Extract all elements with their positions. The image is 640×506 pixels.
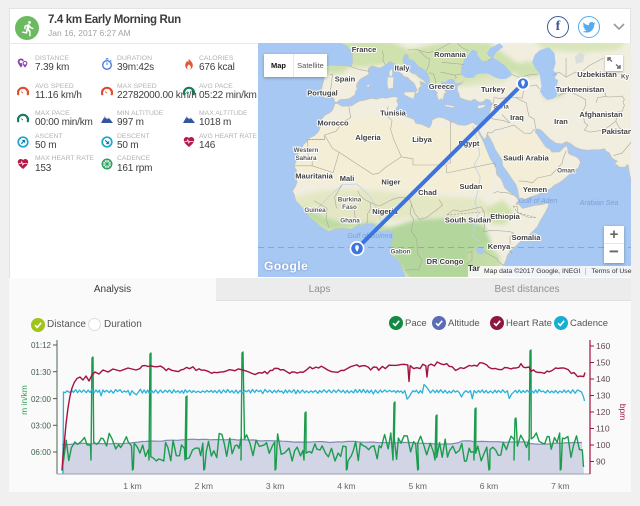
svg-text:DR Congo: DR Congo bbox=[427, 257, 464, 266]
svg-text:03:00: 03:00 bbox=[31, 422, 52, 431]
svg-text:bpm: bpm bbox=[618, 404, 628, 421]
svg-text:Morocco: Morocco bbox=[317, 119, 349, 128]
svg-text:Burkina: Burkina bbox=[338, 197, 362, 204]
svg-text:150: 150 bbox=[596, 358, 610, 368]
svg-text:Italy: Italy bbox=[394, 64, 410, 73]
svg-text:Niger: Niger bbox=[381, 178, 400, 187]
svg-text:Mauritania: Mauritania bbox=[295, 172, 333, 181]
svg-text:5 km: 5 km bbox=[408, 481, 426, 491]
svg-text:6 km: 6 km bbox=[480, 481, 498, 491]
svg-text:Ky: Ky bbox=[621, 74, 630, 81]
svg-text:90: 90 bbox=[596, 457, 606, 467]
svg-text:Chad: Chad bbox=[418, 188, 437, 197]
svg-text:Portugal: Portugal bbox=[307, 89, 337, 98]
svg-text:Gulf of Aden: Gulf of Aden bbox=[519, 198, 558, 205]
svg-text:Somalia: Somalia bbox=[512, 233, 542, 242]
svg-text:120: 120 bbox=[596, 407, 610, 417]
svg-text:Yemen: Yemen bbox=[523, 185, 548, 194]
svg-text:Uzbekistan: Uzbekistan bbox=[577, 70, 617, 79]
svg-text:Greece: Greece bbox=[429, 82, 454, 91]
svg-text:Nigeria: Nigeria bbox=[372, 207, 398, 216]
svg-text:01:30: 01:30 bbox=[31, 368, 52, 377]
svg-text:Faso: Faso bbox=[342, 204, 357, 211]
svg-text:Ethiopia: Ethiopia bbox=[490, 212, 520, 221]
svg-text:06:00: 06:00 bbox=[31, 448, 52, 457]
svg-text:Sahara: Sahara bbox=[295, 155, 317, 162]
svg-text:01:12: 01:12 bbox=[31, 341, 52, 350]
svg-text:2 km: 2 km bbox=[195, 481, 213, 491]
svg-text:Afghanistan: Afghanistan bbox=[579, 110, 623, 119]
svg-text:Pakistan: Pakistan bbox=[602, 127, 631, 136]
svg-text:Saudi Arabia: Saudi Arabia bbox=[503, 154, 549, 163]
svg-text:Oman: Oman bbox=[557, 168, 575, 175]
svg-text:France: France bbox=[352, 45, 377, 54]
svg-text:Western: Western bbox=[294, 147, 319, 154]
svg-text:Romania: Romania bbox=[434, 50, 467, 59]
svg-text:4 km: 4 km bbox=[337, 481, 355, 491]
svg-text:1 km: 1 km bbox=[123, 481, 141, 491]
svg-text:Iran: Iran bbox=[554, 117, 568, 126]
svg-text:Turkey: Turkey bbox=[481, 85, 506, 94]
svg-text:Turkmenistan: Turkmenistan bbox=[556, 85, 605, 94]
svg-text:Libya: Libya bbox=[412, 135, 432, 144]
svg-text:100: 100 bbox=[596, 440, 610, 450]
svg-text:Ghana: Ghana bbox=[340, 218, 360, 225]
svg-text:Gabon: Gabon bbox=[391, 249, 411, 256]
svg-text:Egypt: Egypt bbox=[459, 139, 480, 148]
svg-text:Iraq: Iraq bbox=[510, 113, 524, 122]
svg-text:110: 110 bbox=[596, 424, 610, 434]
svg-text:130: 130 bbox=[596, 391, 610, 401]
svg-text:Guinea: Guinea bbox=[304, 207, 326, 214]
svg-text:160: 160 bbox=[596, 341, 610, 351]
svg-text:Spain: Spain bbox=[335, 75, 356, 84]
svg-text:7 km: 7 km bbox=[551, 481, 569, 491]
svg-text:140: 140 bbox=[596, 374, 610, 384]
svg-text:South Sudan: South Sudan bbox=[445, 216, 492, 225]
svg-text:Tunisia: Tunisia bbox=[380, 109, 407, 118]
svg-text:Sudan: Sudan bbox=[460, 182, 483, 191]
svg-text:02:00: 02:00 bbox=[31, 395, 52, 404]
svg-text:3 km: 3 km bbox=[266, 481, 284, 491]
svg-text:Kenya: Kenya bbox=[488, 242, 511, 251]
svg-text:Algeria: Algeria bbox=[355, 133, 381, 142]
svg-text:Mali: Mali bbox=[340, 174, 355, 183]
svg-text:Arabian Sea: Arabian Sea bbox=[579, 200, 619, 207]
svg-text:m in/km: m in/km bbox=[19, 385, 29, 415]
